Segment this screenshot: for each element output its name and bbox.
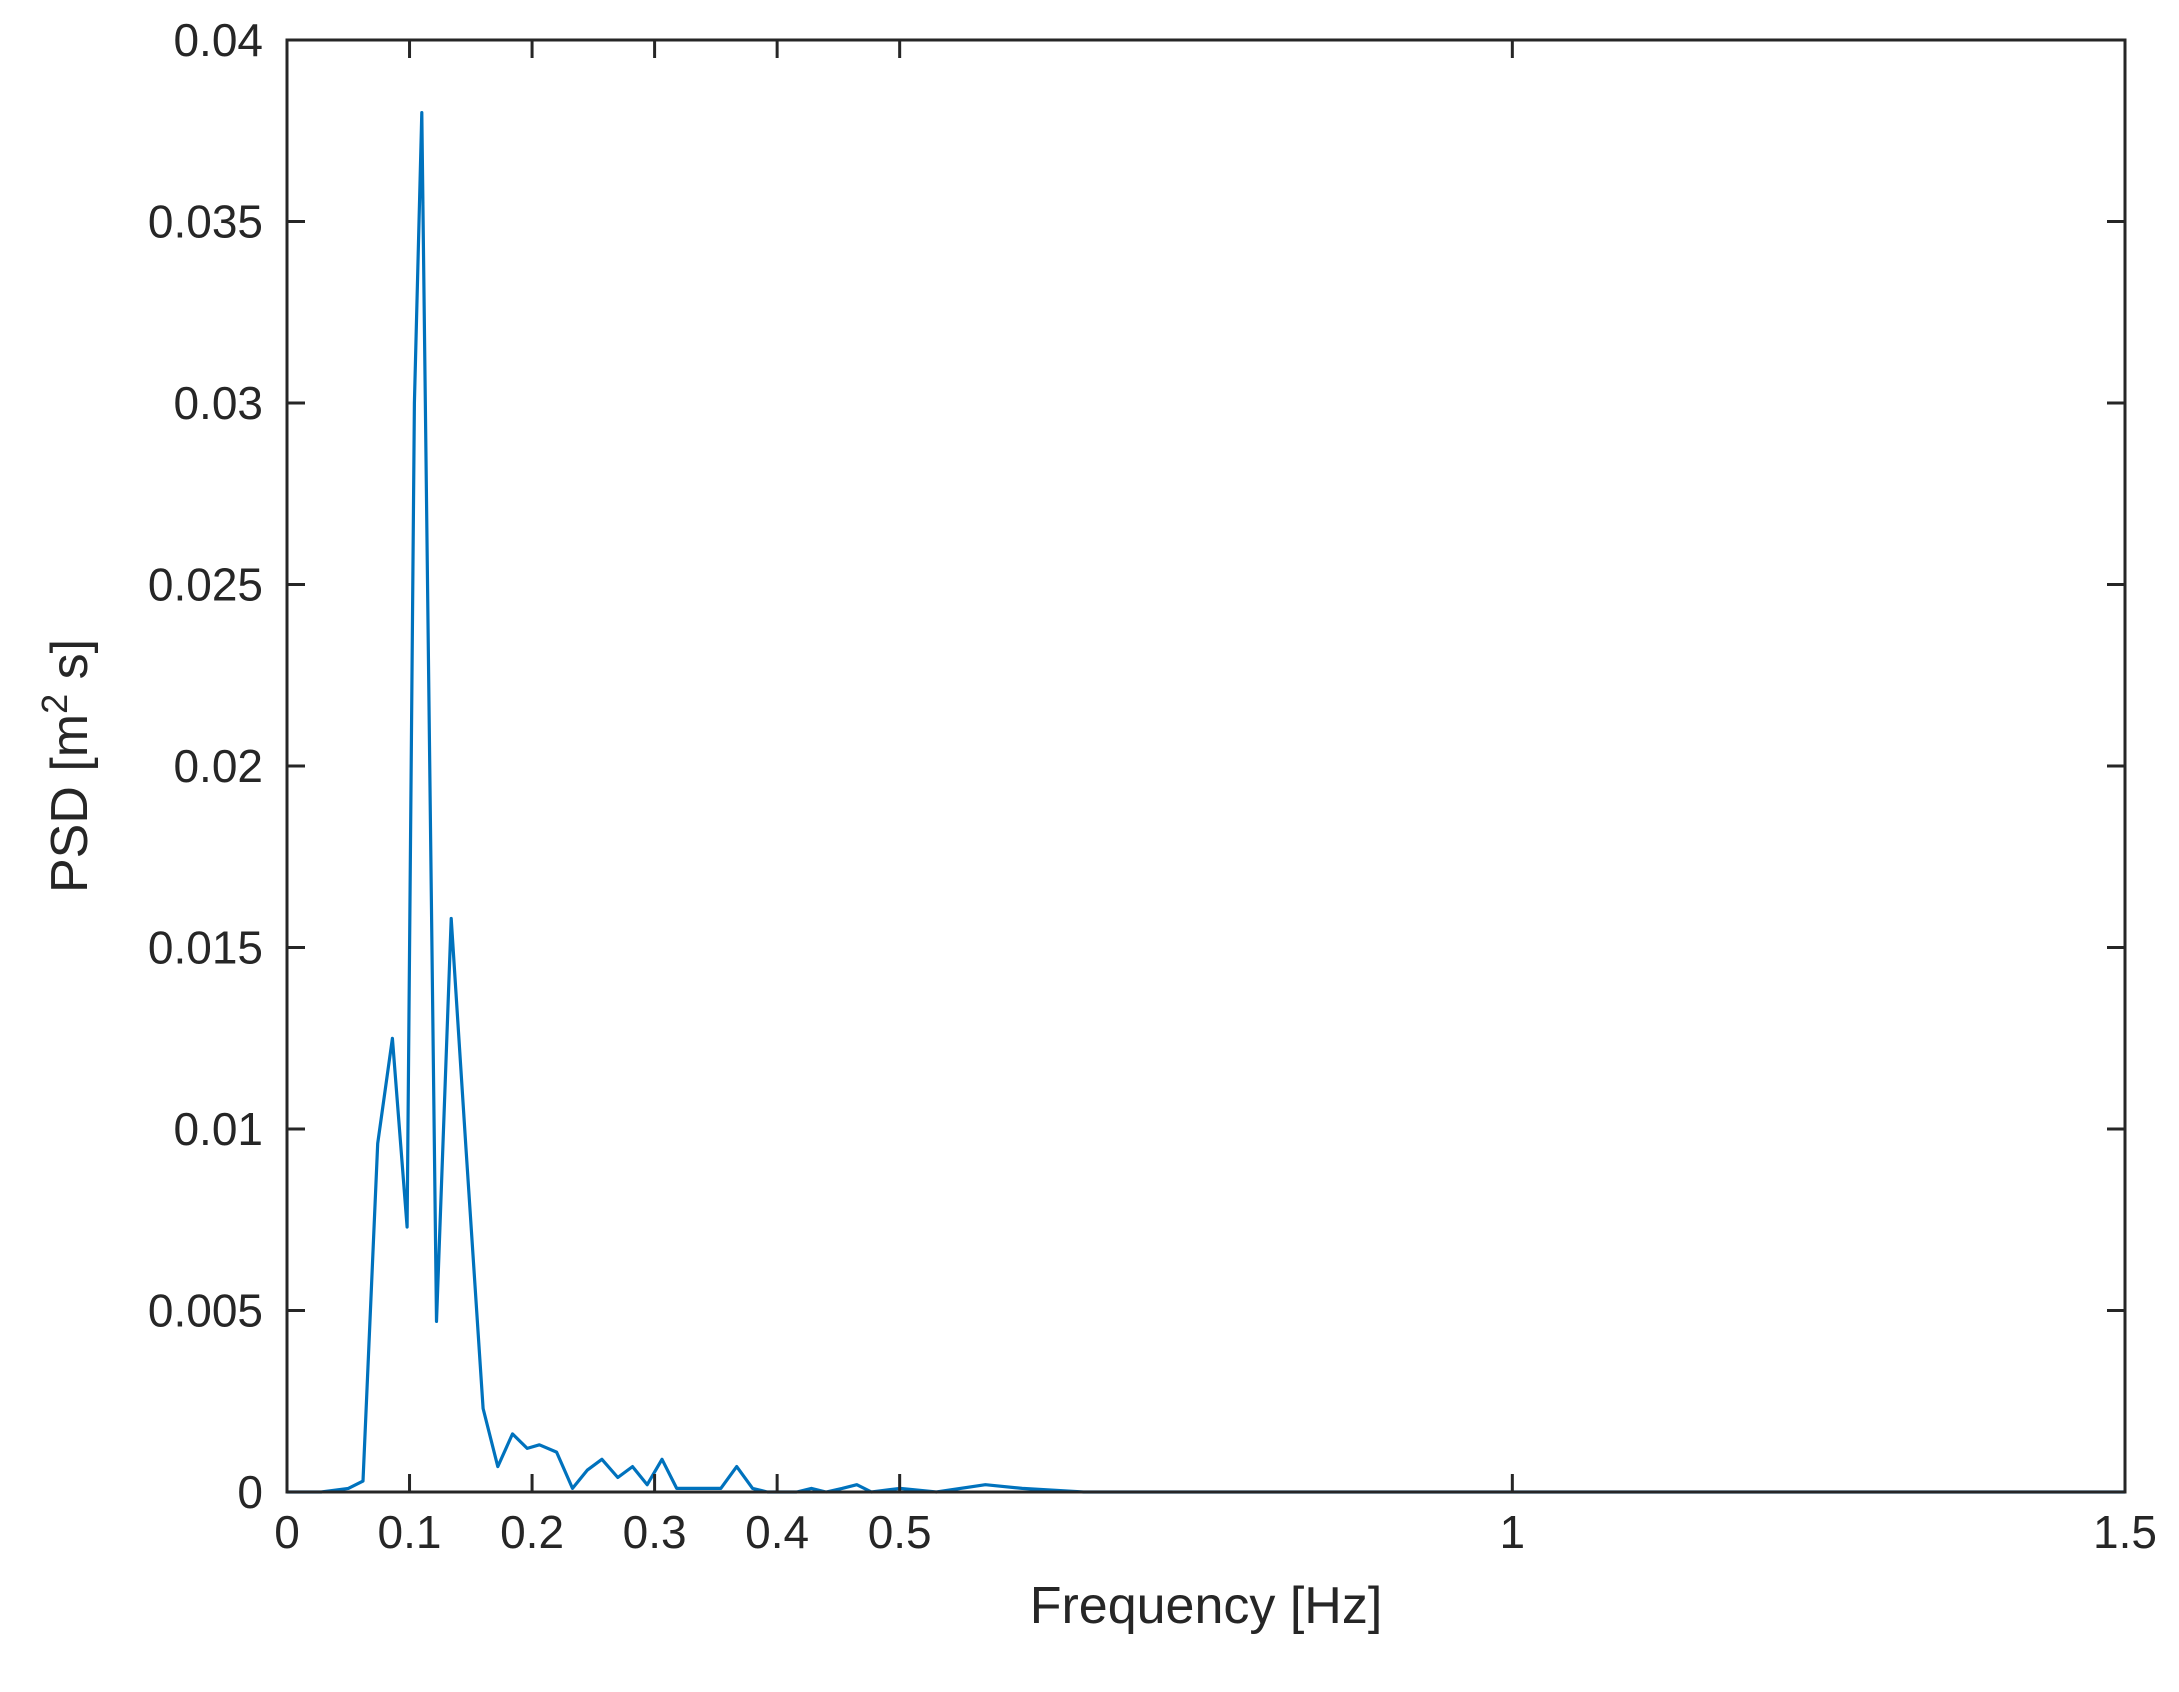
y-tick-label: 0.035 [148, 196, 263, 248]
x-tick-label: 1 [1500, 1506, 1526, 1558]
x-tick-label: 1.5 [2093, 1506, 2157, 1558]
x-tick-label: 0 [274, 1506, 300, 1558]
y-tick-label: 0.005 [148, 1285, 263, 1337]
y-tick-label: 0 [237, 1466, 263, 1518]
y-tick-label: 0.03 [173, 377, 263, 429]
x-tick-label: 0.4 [745, 1506, 809, 1558]
y-tick-label: 0.01 [173, 1103, 263, 1155]
y-axis-label-main: PSD [m [41, 714, 99, 893]
x-tick-label: 0.5 [868, 1506, 932, 1558]
x-tick-label: 0.1 [378, 1506, 442, 1558]
y-tick-label: 0.025 [148, 559, 263, 611]
x-tick-label: 0.3 [623, 1506, 687, 1558]
y-tick-label: 0.04 [173, 14, 263, 66]
x-tick-label: 0.2 [500, 1506, 564, 1558]
ticks-layer: 0 0.1 0.2 0.3 0.4 0.5 1 1.5 0 0.005 0.01 0.015 0.02 0… [148, 14, 2157, 1558]
y-axis-label-suffix: s] [41, 639, 99, 694]
x-axis-label: Frequency [Hz] [1030, 1577, 1383, 1635]
y-tick-label: 0.02 [173, 740, 263, 792]
y-tick-label: 0.015 [148, 922, 263, 974]
y-axis-label: PSD [m2 s] [34, 639, 99, 893]
y-axis-label-superscript: 2 [34, 694, 75, 714]
